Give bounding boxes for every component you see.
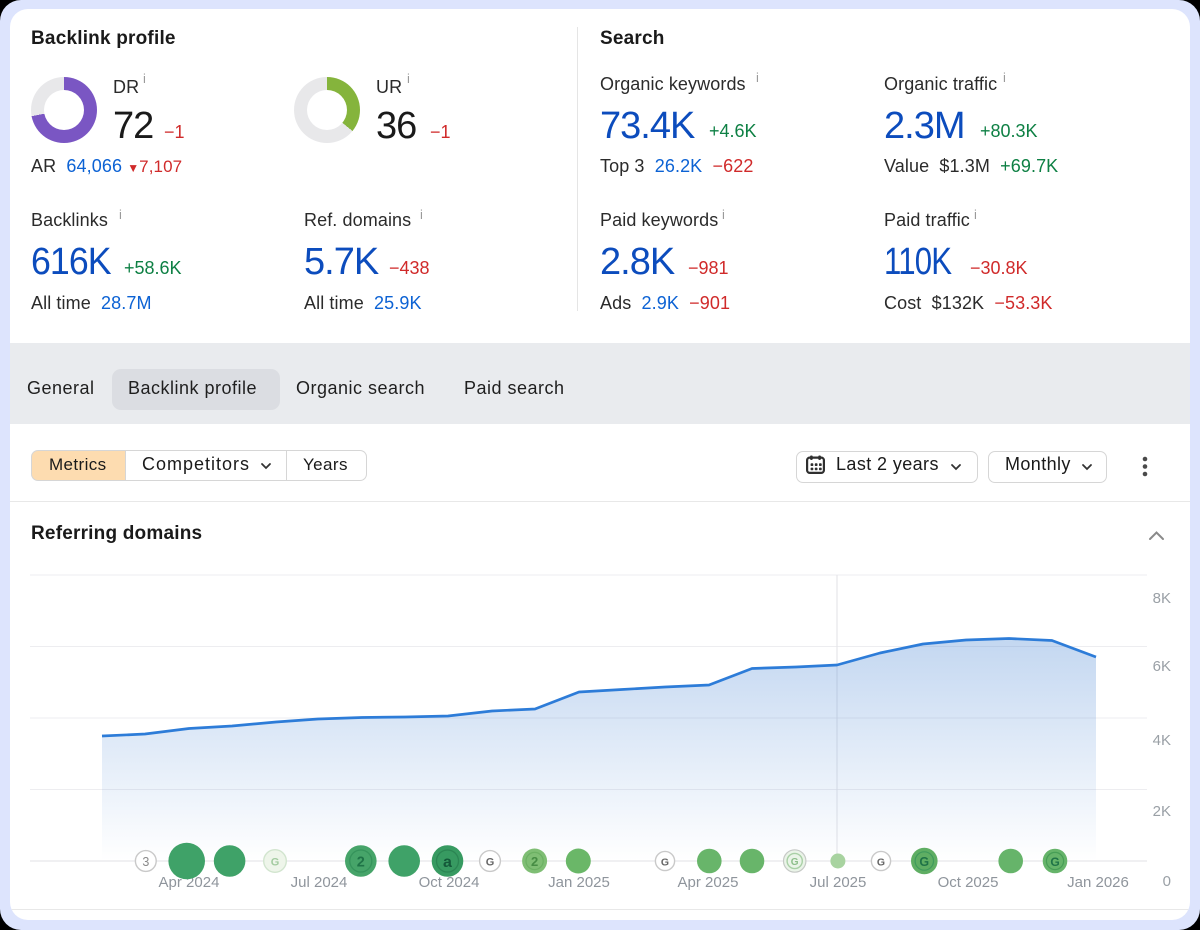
svg-text:2: 2 xyxy=(357,855,365,871)
svg-text:6K: 6K xyxy=(1153,658,1171,675)
svg-text:Jul 2024: Jul 2024 xyxy=(291,874,348,891)
svg-text:8K: 8K xyxy=(1153,590,1171,607)
svg-text:Jan 2026: Jan 2026 xyxy=(1067,874,1129,891)
svg-text:Oct 2024: Oct 2024 xyxy=(419,874,480,891)
svg-text:4K: 4K xyxy=(1153,732,1171,749)
svg-text:2K: 2K xyxy=(1153,803,1171,820)
svg-text:2: 2 xyxy=(531,854,538,869)
svg-text:a: a xyxy=(443,854,452,871)
svg-text:G: G xyxy=(919,855,929,869)
svg-text:G: G xyxy=(877,856,885,868)
svg-text:Oct 2025: Oct 2025 xyxy=(938,874,999,891)
svg-text:G: G xyxy=(661,856,669,868)
svg-text:0: 0 xyxy=(1163,873,1171,890)
svg-text:Jul 2025: Jul 2025 xyxy=(810,874,867,891)
svg-text:G: G xyxy=(271,857,280,869)
svg-text:3: 3 xyxy=(142,855,149,869)
svg-text:G: G xyxy=(1050,855,1059,869)
svg-text:Apr 2025: Apr 2025 xyxy=(678,874,739,891)
svg-text:Jan 2025: Jan 2025 xyxy=(548,874,610,891)
svg-text:Apr 2024: Apr 2024 xyxy=(159,874,220,891)
svg-text:G: G xyxy=(486,857,495,869)
svg-text:G: G xyxy=(791,857,799,868)
